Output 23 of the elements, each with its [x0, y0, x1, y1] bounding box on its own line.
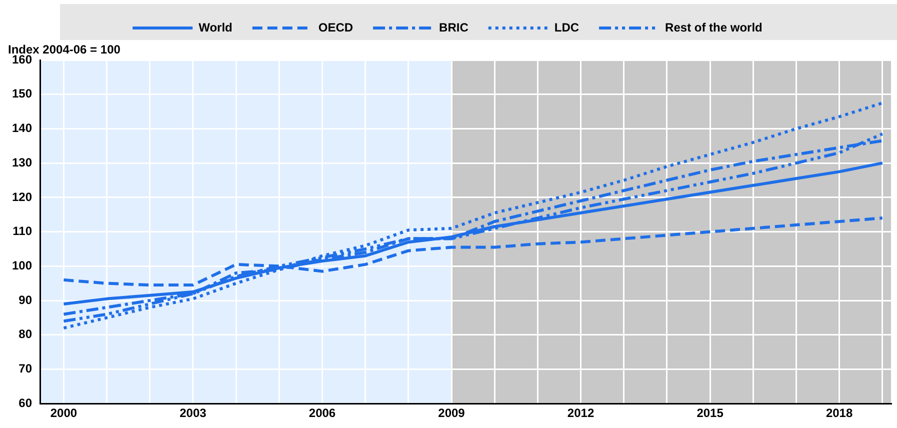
legend-label: Rest of the world: [665, 20, 762, 34]
x-tick-label: 2009: [438, 406, 466, 420]
x-tick-label: 2003: [180, 406, 207, 420]
legend-label: OECD: [318, 20, 354, 34]
legend-label: LDC: [554, 20, 580, 34]
x-tick-label: 2006: [308, 406, 336, 420]
x-tick-label: 2018: [826, 406, 853, 420]
y-tick-label: 120: [12, 190, 32, 204]
y-tick-label: 110: [12, 224, 32, 238]
y-tick-label: 90: [18, 292, 32, 307]
x-tick-label: 2015: [696, 406, 724, 420]
legend-label: BRIC: [439, 20, 469, 34]
legend-label: World: [198, 20, 232, 34]
y-tick-label: 60: [18, 396, 32, 410]
line-series: [62, 101, 884, 330]
x-tick-label: 2012: [567, 406, 594, 420]
y-tick-label: 140: [12, 121, 32, 136]
y-tick-label: 130: [12, 155, 32, 170]
y-tick-label: 150: [12, 86, 32, 101]
x-tick-label: 2000: [50, 406, 78, 420]
y-tick-label: 100: [12, 258, 32, 272]
y-tick-label: 80: [18, 327, 32, 342]
y-tick-label: 70: [18, 362, 32, 376]
